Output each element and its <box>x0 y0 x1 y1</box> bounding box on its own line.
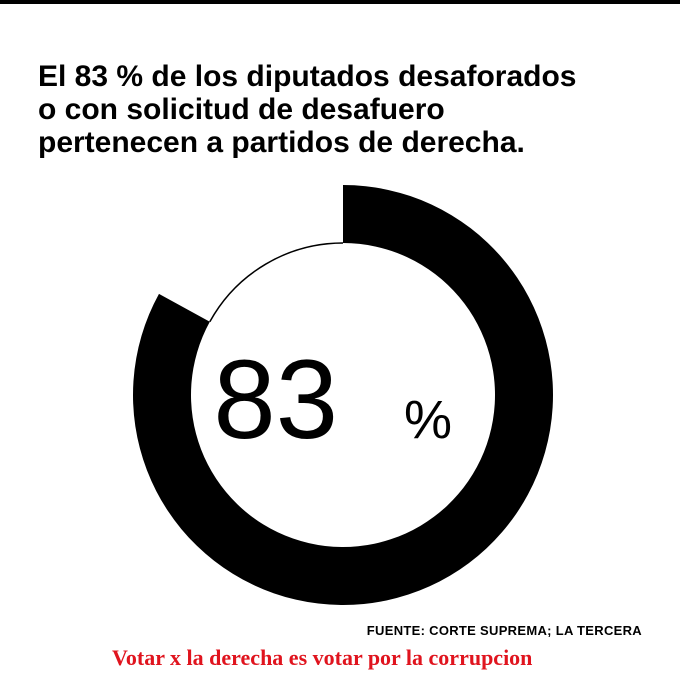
headline-line-2: o con solicitud de desafuero <box>38 93 445 126</box>
headline: El 83 % de los diputados desaforados o c… <box>38 60 658 159</box>
donut-arc-filled <box>133 185 554 605</box>
center-unit: % <box>404 390 452 450</box>
source-note: FUENTE: CORTE SUPREMA; LA TERCERA <box>366 623 642 638</box>
headline-line-1: El 83 % de los diputados desaforados <box>38 60 577 93</box>
top-rule <box>0 0 680 4</box>
headline-line-3: pertenecen a partidos de derecha. <box>38 126 525 159</box>
center-value: 83 <box>213 337 338 462</box>
slogan: Votar x la derecha es votar por la corru… <box>112 645 533 670</box>
donut-track <box>209 242 344 323</box>
